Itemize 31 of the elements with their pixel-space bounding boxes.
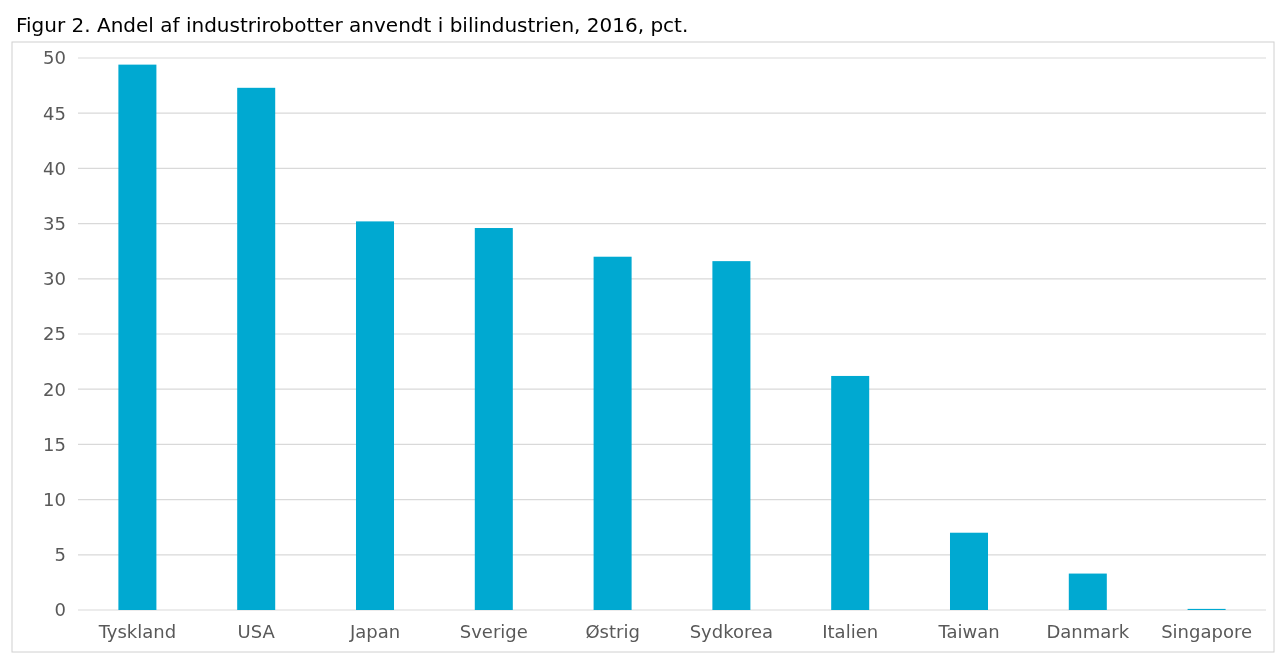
x-tick-label: Singapore: [1161, 621, 1253, 642]
y-tick-label: 25: [43, 323, 66, 345]
x-tick-label: Østrig: [585, 621, 640, 642]
bar: [237, 87, 276, 610]
y-tick-label: 15: [43, 433, 66, 455]
bar: [949, 532, 989, 610]
x-tick-label: Taiwan: [937, 621, 1000, 642]
x-tick-label: Sydkorea: [689, 621, 774, 642]
y-tick-label: 45: [43, 102, 66, 124]
x-tick-label: Italien: [822, 621, 879, 642]
x-tick-label: Tyskland: [97, 621, 177, 642]
y-tick-label: 30: [43, 268, 66, 290]
y-tick-label: 35: [43, 212, 66, 234]
y-tick-label: 0: [54, 599, 66, 621]
bar: [474, 228, 513, 610]
bar: [831, 375, 870, 610]
bar: [593, 256, 632, 610]
y-tick-label: 10: [43, 488, 66, 510]
bar: [355, 221, 395, 610]
y-tick-label: 20: [43, 378, 66, 400]
y-tick-label: 5: [54, 544, 66, 566]
x-tick-label: Japan: [348, 621, 401, 642]
bar: [1068, 573, 1107, 610]
bar: [118, 64, 157, 610]
y-tick-label: 40: [43, 157, 66, 179]
x-tick-label: Danmark: [1046, 621, 1130, 642]
y-tick-label: 50: [43, 47, 66, 69]
x-tick-label: USA: [237, 621, 276, 642]
bar: [712, 261, 751, 610]
x-tick-label: Sverige: [459, 621, 528, 642]
chart-title: Figur 2. Andel af industrirobotter anvendt i bilindustrien, 2016, pct.: [16, 13, 689, 37]
